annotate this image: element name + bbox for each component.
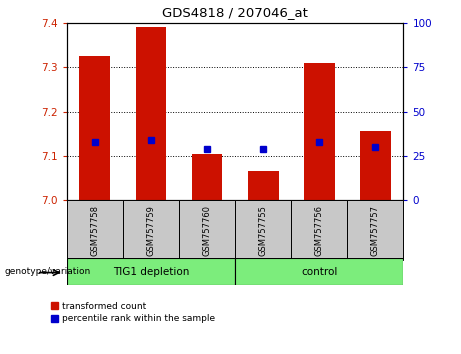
Bar: [347, 200, 403, 260]
Bar: [123, 200, 179, 260]
Bar: [179, 200, 235, 260]
Bar: [304, 63, 335, 200]
Bar: [136, 28, 166, 200]
Bar: [67, 258, 235, 285]
Text: GSM757755: GSM757755: [259, 205, 268, 256]
Bar: [192, 154, 223, 200]
Bar: [235, 200, 291, 260]
Text: control: control: [301, 267, 337, 277]
Bar: [67, 200, 123, 260]
Text: GSM757756: GSM757756: [315, 205, 324, 256]
Bar: [79, 56, 110, 200]
Text: genotype/variation: genotype/variation: [5, 267, 91, 276]
Title: GDS4818 / 207046_at: GDS4818 / 207046_at: [162, 6, 308, 19]
Bar: [291, 200, 347, 260]
Text: GSM757759: GSM757759: [147, 205, 155, 256]
Text: TIG1 depletion: TIG1 depletion: [113, 267, 189, 277]
Text: GSM757760: GSM757760: [202, 205, 212, 256]
Bar: [248, 171, 278, 200]
Bar: [360, 131, 391, 200]
Text: GSM757758: GSM757758: [90, 205, 100, 256]
Legend: transformed count, percentile rank within the sample: transformed count, percentile rank withi…: [51, 302, 215, 324]
Bar: [235, 258, 403, 285]
Text: GSM757757: GSM757757: [371, 205, 380, 256]
